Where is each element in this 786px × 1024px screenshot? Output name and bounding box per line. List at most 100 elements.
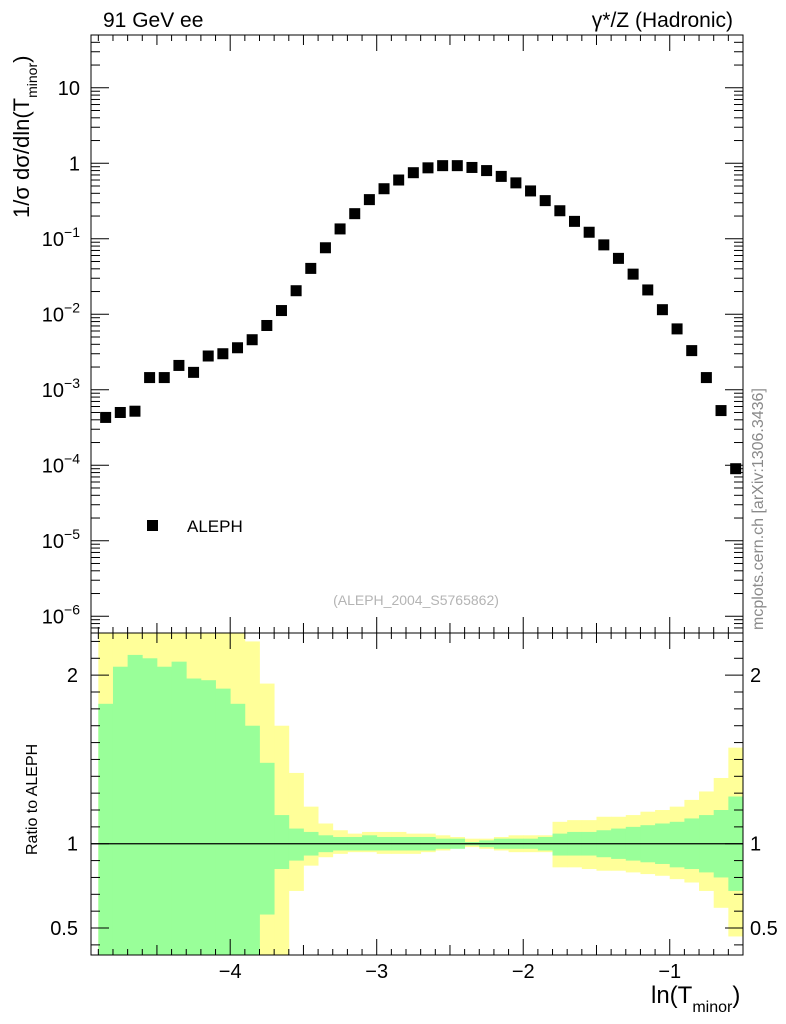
x-tick-label: −3	[365, 961, 388, 983]
tick-base: 10	[42, 380, 64, 402]
data-point	[217, 348, 229, 360]
stat-uncertainty-band-bin	[274, 815, 290, 870]
main-y-tick-label: 10−1	[42, 224, 80, 251]
axis-ticks	[91, 34, 744, 955]
tick-base: 10	[42, 606, 64, 628]
data-point	[525, 185, 537, 197]
tick-base: 10	[42, 229, 64, 251]
data-point	[114, 406, 126, 418]
main-y-tick-label: 10−3	[42, 375, 80, 402]
data-point	[393, 174, 405, 186]
tick-exponent: −3	[64, 375, 80, 391]
data-point	[202, 350, 214, 362]
data-point	[422, 162, 434, 174]
stat-uncertainty-band-bin	[127, 654, 143, 955]
x-axis-label: ln(Tminor)	[651, 982, 740, 1016]
data-point	[188, 366, 200, 378]
stat-uncertainty-band-bin	[98, 703, 114, 955]
ratio-y-tick-label-right: 2	[750, 665, 761, 687]
data-point	[671, 323, 683, 335]
main-y-tick-label: 10−4	[42, 450, 80, 477]
data-point	[715, 405, 727, 417]
stat-uncertainty-band-bin	[288, 828, 304, 861]
ratio-y-tick-label-right: 0.5	[750, 918, 778, 940]
data-point	[700, 372, 712, 384]
data-point	[598, 239, 610, 251]
x-tick-label: −4	[219, 961, 242, 983]
header-right: γ*/Z (Hadronic)	[592, 9, 733, 32]
stat-uncertainty-band-bin	[156, 666, 172, 955]
ratio-y-tick-label-left: 1	[67, 834, 78, 856]
data-point	[319, 242, 331, 254]
tick-base: 10	[42, 531, 64, 553]
data-point	[495, 170, 507, 182]
stat-uncertainty-band-bin	[669, 821, 685, 868]
main-y-label-close: )	[9, 56, 34, 63]
data-point	[158, 372, 170, 384]
data-point	[100, 411, 112, 423]
data-point	[627, 268, 639, 280]
ratio-y-axis-label: Ratio to ALEPH	[24, 744, 41, 855]
stat-uncertainty-band-bin	[552, 833, 568, 856]
tick-base: 10	[42, 304, 64, 326]
ratio-bands	[98, 633, 744, 955]
header-left: 91 GeV ee	[103, 9, 203, 32]
stat-uncertainty-band-bin	[186, 678, 202, 955]
data-point	[539, 195, 551, 207]
ratio-y-tick-label-left: 0.5	[50, 918, 78, 940]
stat-uncertainty-band-bin	[171, 661, 187, 955]
stat-uncertainty-band-bin	[215, 688, 231, 955]
main-y-tick-label: 10−2	[42, 299, 80, 326]
data-point	[246, 334, 258, 346]
tick-base: 10	[58, 78, 80, 100]
tick-exponent: −2	[64, 299, 80, 315]
data-point	[554, 205, 566, 217]
x-tick-label: −1	[658, 961, 681, 983]
data-point	[378, 183, 390, 195]
data-point	[466, 161, 478, 173]
x-tick-label: −2	[512, 961, 535, 983]
data-point	[232, 342, 244, 354]
x-label-close: )	[732, 982, 740, 1009]
stat-uncertainty-band-bin	[362, 835, 378, 851]
stat-uncertainty-band-bin	[200, 680, 216, 955]
tick-exponent: −5	[64, 526, 80, 542]
data-point	[569, 215, 581, 227]
tick-exponent: −4	[64, 450, 80, 466]
data-point	[363, 194, 375, 206]
tick-exponent: −1	[64, 224, 80, 240]
watermark: mcplots.cern.ch [arXiv:1306.3436]	[750, 388, 767, 630]
main-y-tick-label: 10	[58, 78, 80, 100]
data-point	[275, 305, 287, 317]
data-point	[261, 319, 273, 331]
data-point	[510, 177, 522, 189]
stat-uncertainty-band-bin	[112, 666, 129, 955]
stat-uncertainty-band-bin	[230, 703, 246, 955]
tick-base: 1	[69, 153, 80, 175]
ratio-plot-frame	[90, 632, 744, 956]
main-y-label-main: 1/σ dσ/dln(T	[9, 98, 34, 218]
tick-exponent: −6	[64, 601, 80, 617]
legend-marker	[147, 520, 158, 531]
data-point	[642, 284, 654, 296]
data-point	[583, 226, 595, 238]
main-plot-frame	[90, 34, 744, 634]
stat-uncertainty-band-bin	[142, 658, 158, 955]
main-y-axis-label: 1/σ dσ/dln(Tminor)	[9, 56, 40, 218]
data-point	[349, 208, 361, 220]
data-point	[334, 223, 346, 235]
data-point	[437, 160, 449, 172]
data-point	[656, 304, 668, 316]
data-point	[407, 167, 419, 179]
analysis-id: (ALEPH_2004_S5765862)	[333, 592, 499, 608]
stat-uncertainty-band-bin	[244, 725, 260, 955]
data-point	[451, 160, 463, 172]
stat-uncertainty-band-bin	[259, 762, 275, 915]
data-point	[305, 262, 317, 274]
main-y-tick-label: 10−6	[42, 601, 80, 628]
ratio-y-tick-label-right: 1	[750, 834, 761, 856]
legend-label: ALEPH	[187, 517, 243, 536]
data-point	[173, 359, 185, 371]
